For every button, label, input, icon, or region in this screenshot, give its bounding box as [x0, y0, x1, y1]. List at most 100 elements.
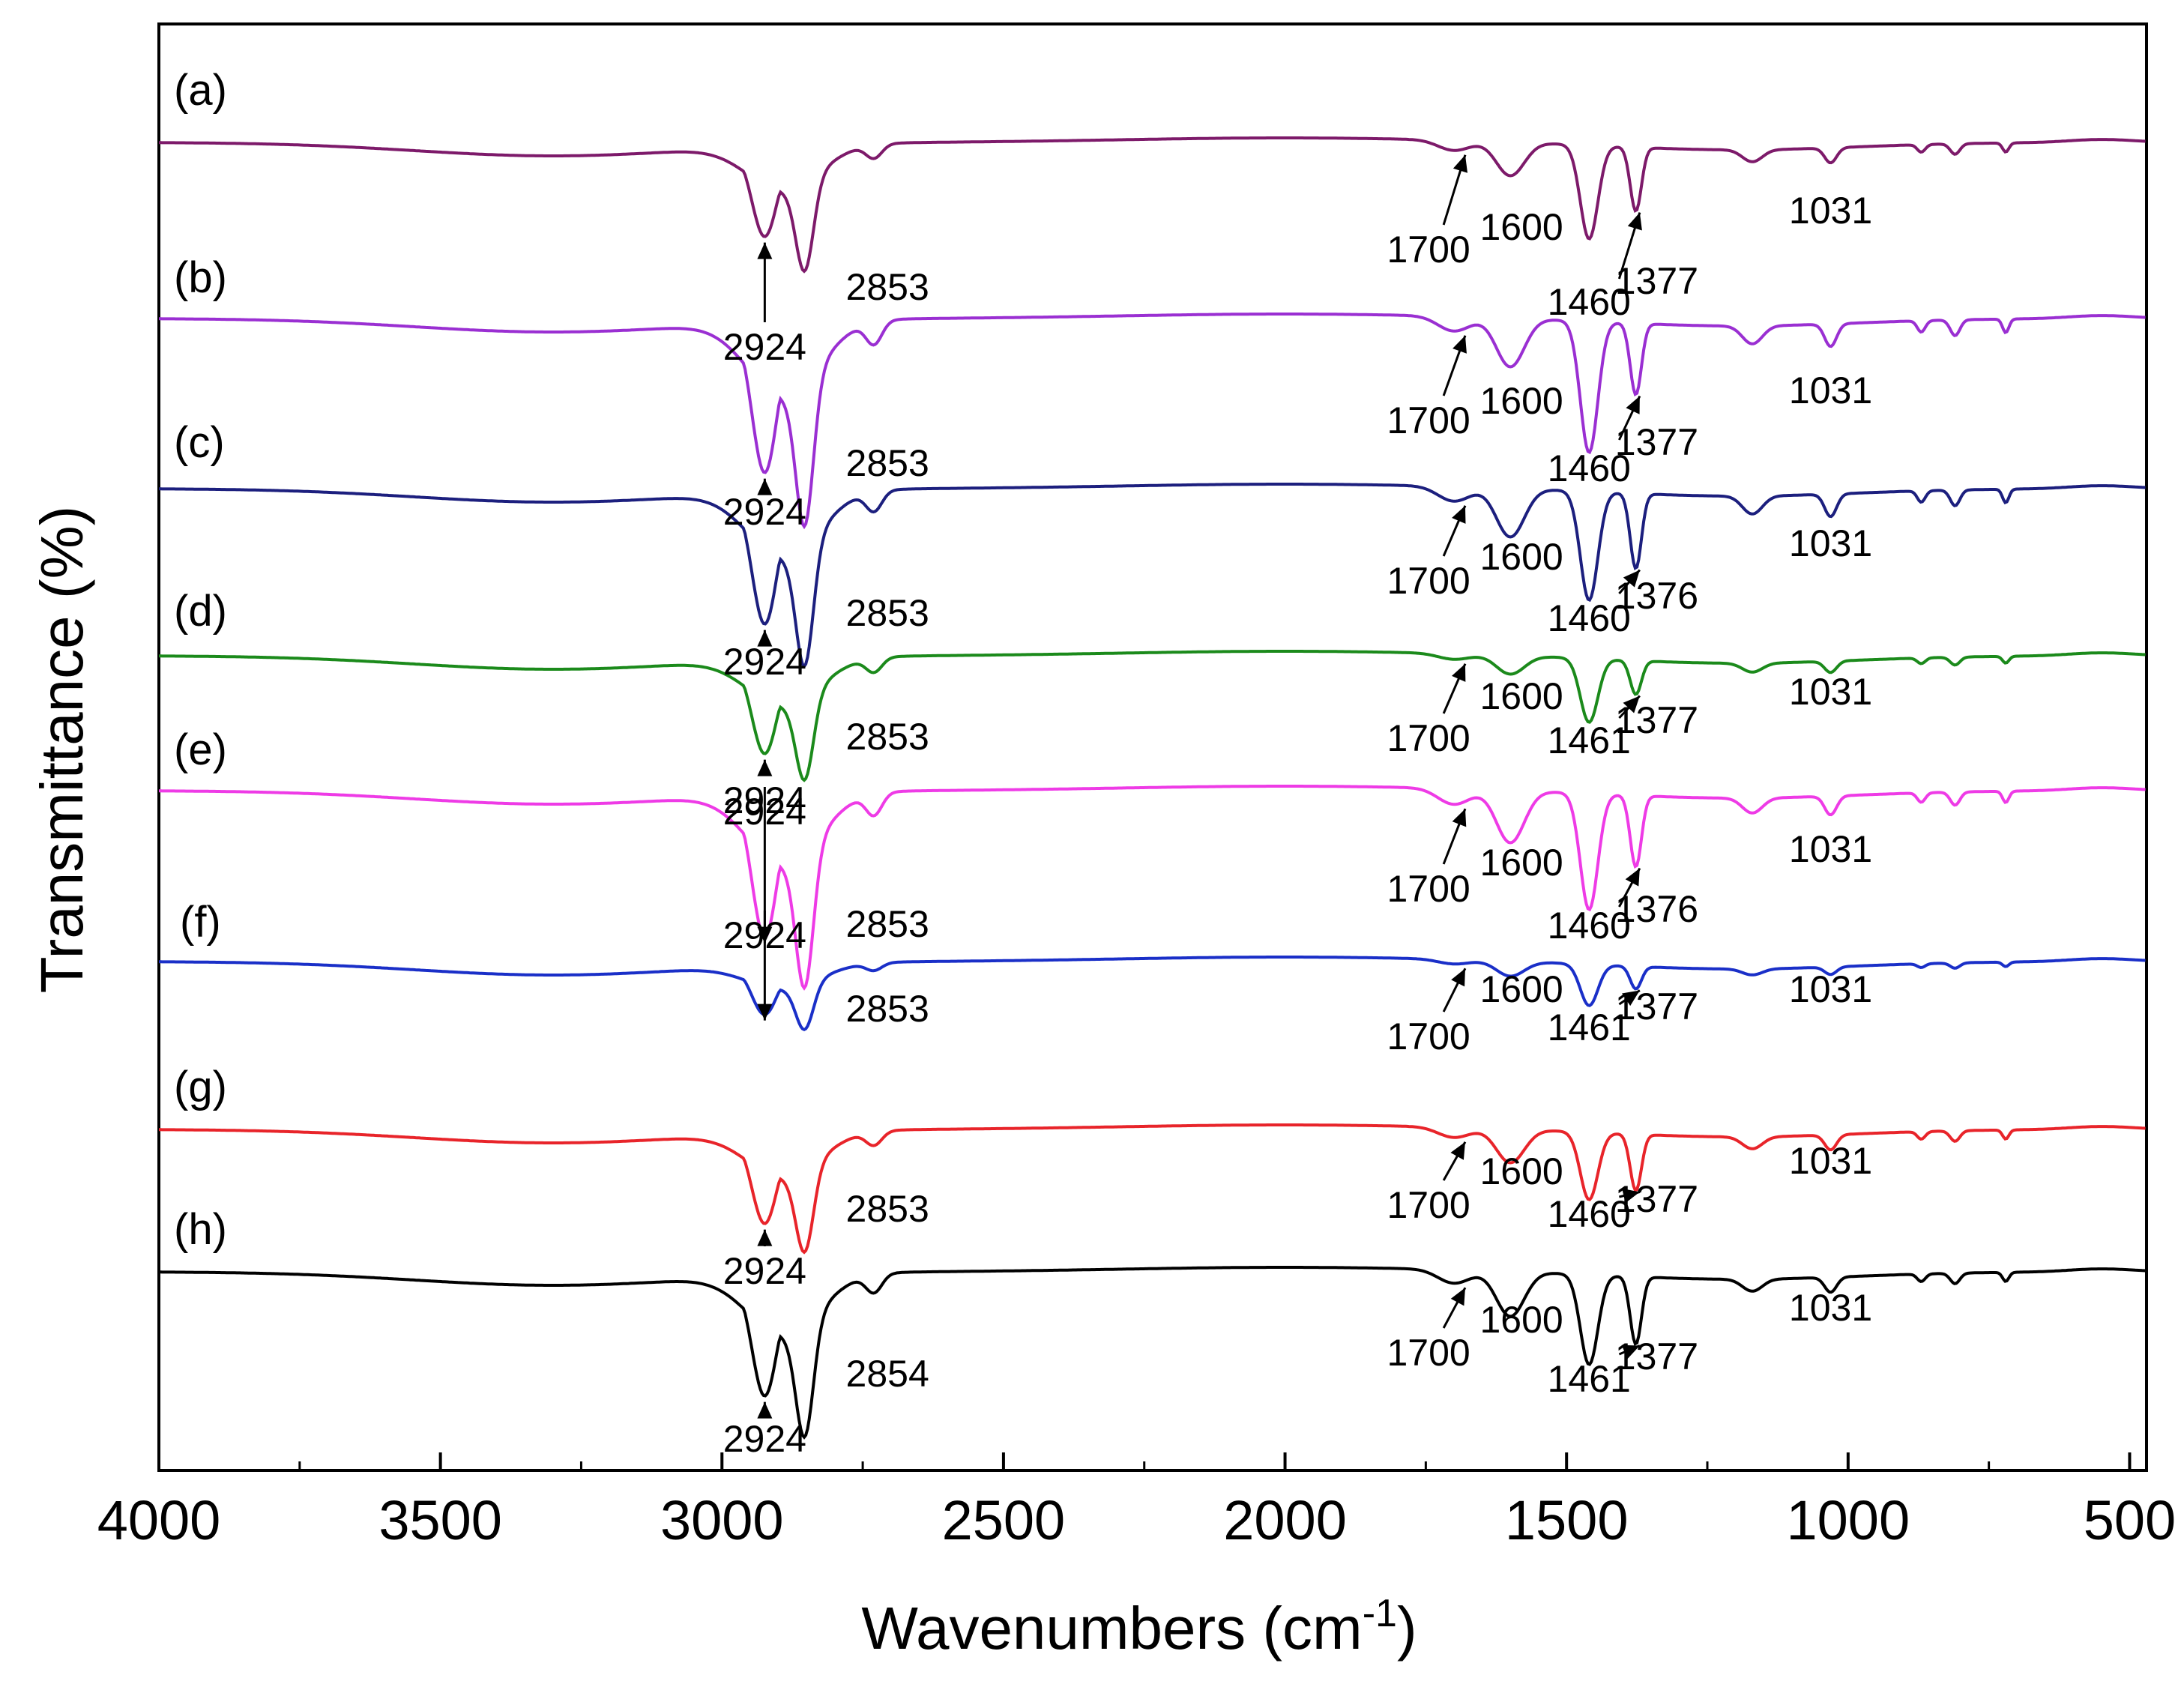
x-tick-label-1500: 1500 — [1505, 1489, 1629, 1551]
peak-label-2853: 2853 — [846, 903, 929, 945]
peak-arrowhead-2924 — [757, 242, 773, 259]
x-tick-label-3000: 3000 — [660, 1489, 784, 1551]
peak-label-2853: 2853 — [846, 442, 929, 484]
x-tick-label-1000: 1000 — [1787, 1489, 1910, 1551]
series-line-c — [159, 483, 2146, 669]
x-tick-label-4000: 4000 — [97, 1489, 221, 1551]
peak-label-1700: 1700 — [1387, 560, 1470, 602]
series-label-h: (h) — [174, 1205, 227, 1254]
peak-arrowhead-1700 — [1450, 1288, 1465, 1306]
series-line-e — [159, 785, 2146, 991]
peak-label-2924: 2924 — [723, 641, 806, 683]
peak-arrowhead-1700 — [1450, 1141, 1465, 1160]
peak-label-1700: 1700 — [1387, 399, 1470, 441]
series-label-c: (c) — [174, 418, 225, 467]
peak-label-1376: 1376 — [1615, 888, 1698, 930]
series-label-d: (d) — [174, 587, 227, 636]
x-axis-title: Wavenumbers (cm-1) — [861, 1592, 1417, 1662]
peak-arrowhead-2924 — [757, 1229, 773, 1246]
peak-label-1461: 1461 — [1548, 1007, 1631, 1048]
series-line-g — [159, 1123, 2146, 1255]
annotation-layer: (a)2853292417001600146013771031(b)285329… — [174, 66, 1872, 1460]
peak-label-1031: 1031 — [1789, 1287, 1872, 1329]
peak-label-1460: 1460 — [1548, 905, 1631, 947]
peak-label-1377: 1377 — [1615, 986, 1698, 1027]
peak-arrowhead-1700 — [1452, 663, 1466, 682]
peak-label-1461: 1461 — [1548, 1358, 1631, 1400]
series-label-f: (f) — [180, 898, 221, 947]
peak-label-1031: 1031 — [1789, 1140, 1872, 1182]
peak-label-2853: 2853 — [846, 592, 929, 634]
peak-label-1600: 1600 — [1479, 675, 1563, 717]
peak-label-1700: 1700 — [1387, 1184, 1470, 1226]
peak-label-2854: 2854 — [846, 1353, 929, 1395]
peak-arrowhead-2924 — [757, 1401, 773, 1419]
series-line-a — [159, 136, 2146, 274]
peak-arrowhead-1700 — [1452, 505, 1466, 524]
peak-arrowhead-1700 — [1451, 968, 1465, 987]
peak-arrowhead-1700 — [1452, 809, 1467, 827]
peak-label-1031: 1031 — [1789, 369, 1872, 411]
x-tick-label-2500: 2500 — [942, 1489, 1066, 1551]
peak-label-2924: 2924 — [723, 1250, 806, 1292]
x-axis-title-sup: -1 — [1363, 1592, 1397, 1635]
series-label-b: (b) — [174, 253, 227, 302]
series-line-b — [159, 313, 2146, 530]
peak-label-1460: 1460 — [1548, 597, 1631, 639]
peak-label-1600: 1600 — [1479, 842, 1563, 884]
peak-label-1600: 1600 — [1479, 1150, 1563, 1192]
peak-arrowhead-1377 — [1627, 212, 1642, 231]
peak-label-1700: 1700 — [1387, 1332, 1470, 1374]
y-axis-title: Transmittance (%) — [28, 506, 95, 994]
series-label-g: (g) — [174, 1063, 227, 1111]
series-line-d — [159, 650, 2146, 782]
peak-arrowhead-2924 — [757, 1004, 773, 1021]
peak-arrowhead-1376 — [1623, 570, 1640, 588]
x-axis-title-main: Wavenumbers (cm — [861, 1595, 1362, 1662]
plot-frame — [157, 22, 2148, 1472]
peak-label-2924: 2924 — [723, 326, 806, 368]
peak-label-2924: 2924 — [723, 1418, 806, 1460]
x-axis-title-end: ) — [1397, 1595, 1417, 1662]
peak-arrowhead-1376 — [1625, 868, 1640, 887]
peak-arrowhead-1377 — [1621, 1345, 1640, 1359]
peak-label-1600: 1600 — [1479, 206, 1563, 248]
x-tick-label-3500: 3500 — [378, 1489, 502, 1551]
peak-label-1700: 1700 — [1387, 717, 1470, 759]
peak-arrowhead-1377 — [1622, 990, 1640, 1007]
peak-arrowhead-2924 — [757, 759, 773, 776]
peak-arrowhead-2924 — [757, 630, 773, 647]
peak-label-1700: 1700 — [1387, 229, 1470, 271]
peak-label-1460: 1460 — [1548, 1193, 1631, 1235]
peak-label-1377: 1377 — [1615, 421, 1698, 463]
peak-arrowhead-2924 — [757, 478, 773, 495]
x-tick-label-500: 500 — [2084, 1489, 2176, 1551]
peak-label-1600: 1600 — [1479, 380, 1563, 422]
peak-label-2853: 2853 — [846, 266, 929, 308]
peak-label-2853: 2853 — [846, 1188, 929, 1230]
peak-label-1031: 1031 — [1789, 671, 1872, 713]
peak-label-1031: 1031 — [1789, 522, 1872, 564]
peak-arrowhead-1700 — [1453, 154, 1468, 173]
series-line-h — [159, 1266, 2146, 1440]
peak-label-2924: 2924 — [723, 491, 806, 533]
peak-label-1031: 1031 — [1789, 968, 1872, 1010]
peak-label-2853: 2853 — [846, 716, 929, 758]
peak-arrowhead-1377 — [1626, 396, 1640, 414]
series-layer — [159, 136, 2146, 1440]
peak-label-1460: 1460 — [1548, 281, 1631, 323]
peak-label-1700: 1700 — [1387, 868, 1470, 910]
series-label-a: (a) — [174, 66, 227, 115]
series-line-f — [159, 956, 2146, 1032]
peak-label-1700: 1700 — [1387, 1015, 1470, 1057]
peak-label-1460: 1460 — [1548, 447, 1631, 489]
peak-arrowhead-1700 — [1453, 335, 1467, 354]
peak-label-1031: 1031 — [1789, 828, 1872, 870]
peak-arrowhead-1377 — [1622, 1188, 1640, 1204]
peak-arrowhead-1377 — [1623, 695, 1640, 713]
peak-label-1600: 1600 — [1479, 536, 1563, 578]
x-tick-label-2000: 2000 — [1223, 1489, 1347, 1551]
peak-label-1600: 1600 — [1479, 968, 1563, 1010]
peak-label-1377: 1377 — [1615, 260, 1698, 302]
